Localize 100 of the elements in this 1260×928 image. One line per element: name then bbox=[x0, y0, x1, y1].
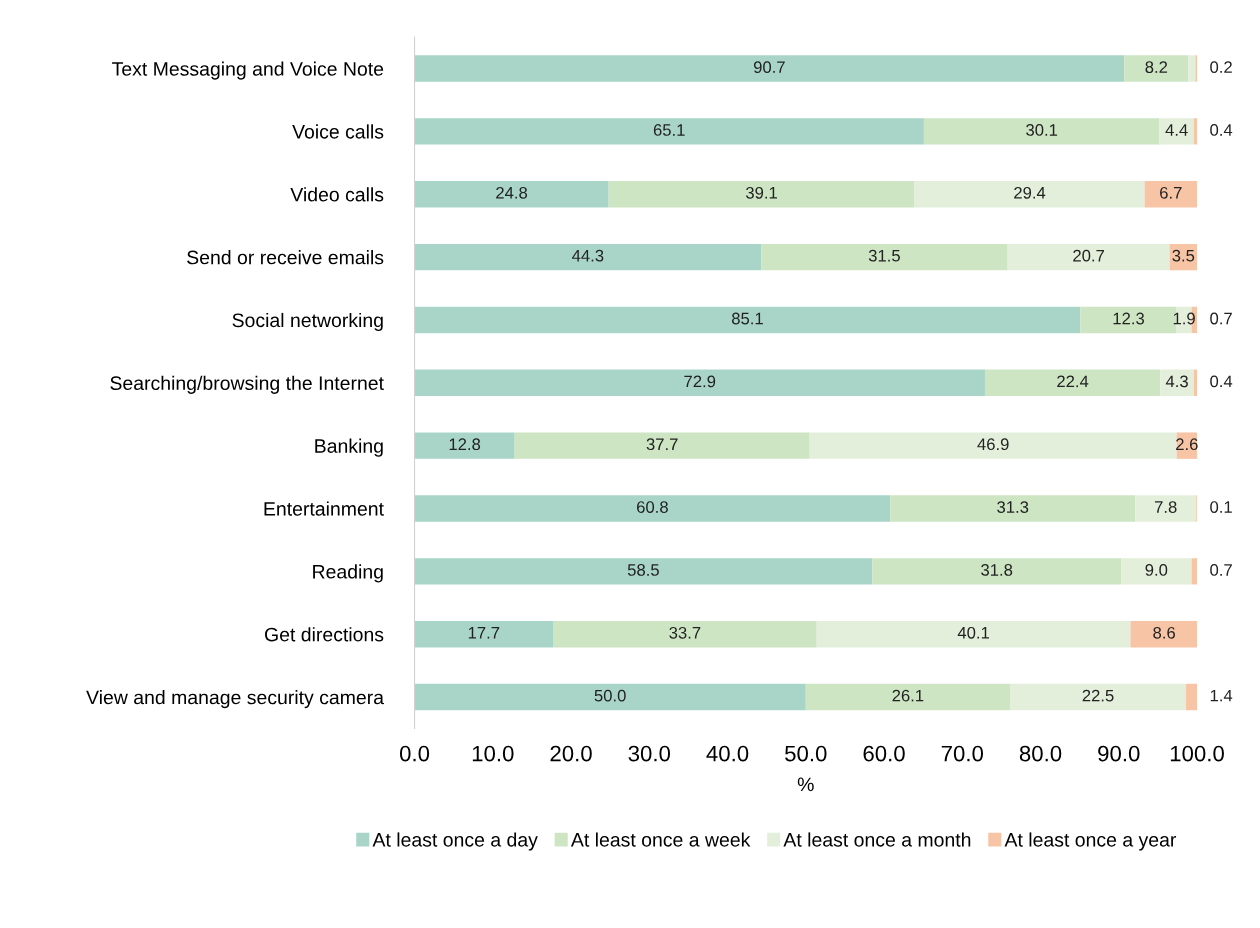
x-tick-label: 30.0 bbox=[628, 745, 671, 762]
data-label: 9.0 bbox=[1145, 564, 1168, 576]
bar bbox=[414, 306, 1081, 334]
data-label: 44.3 bbox=[572, 249, 604, 262]
legend-label: At least once a week bbox=[570, 832, 751, 847]
bar bbox=[514, 432, 810, 459]
bar bbox=[1007, 243, 1170, 271]
data-label: 26.1 bbox=[892, 689, 924, 702]
data-label: 12.8 bbox=[449, 438, 481, 451]
data-label: 12.3 bbox=[1113, 312, 1145, 325]
data-label: 0.7 bbox=[1210, 564, 1232, 576]
data-label: 22.5 bbox=[1082, 689, 1114, 702]
bar bbox=[414, 683, 806, 711]
data-label: 0.2 bbox=[1210, 61, 1232, 74]
data-label: 31.3 bbox=[997, 501, 1029, 513]
data-label: 39.1 bbox=[745, 186, 777, 199]
bar bbox=[608, 181, 915, 208]
bar bbox=[805, 683, 1010, 711]
bar bbox=[414, 181, 609, 208]
data-label: 31.8 bbox=[981, 564, 1013, 576]
bar bbox=[414, 495, 891, 522]
data-label: 20.7 bbox=[1073, 249, 1105, 262]
bar bbox=[914, 181, 1145, 208]
bar bbox=[414, 432, 515, 459]
bar bbox=[414, 55, 1125, 82]
data-label: 0.4 bbox=[1210, 375, 1233, 388]
data-label: 8.2 bbox=[1145, 61, 1168, 74]
bar bbox=[1130, 621, 1197, 648]
data-label: 4.4 bbox=[1165, 124, 1188, 136]
data-label: 40.1 bbox=[957, 626, 990, 639]
x-tick-label: 50.0 bbox=[785, 745, 827, 762]
y-tick-label: Text Messaging and Voice Note bbox=[112, 61, 384, 80]
x-tick-label: 10.0 bbox=[472, 745, 514, 762]
bar bbox=[1135, 495, 1197, 522]
data-label: 2.6 bbox=[1176, 438, 1198, 451]
y-tick-label: Video calls bbox=[290, 187, 384, 202]
bar bbox=[1124, 55, 1189, 82]
y-tick-label: View and manage security camera bbox=[86, 690, 384, 709]
bar bbox=[414, 621, 554, 648]
y-tick-label: Voice calls bbox=[292, 124, 384, 139]
bar bbox=[890, 495, 1136, 522]
data-label: 1.4 bbox=[1210, 689, 1233, 702]
data-label: 7.8 bbox=[1154, 501, 1177, 513]
x-tick-label: 80.0 bbox=[1019, 745, 1062, 762]
bar bbox=[553, 621, 817, 648]
bar bbox=[414, 118, 924, 145]
data-label: 8.6 bbox=[1153, 626, 1175, 639]
data-label: 4.3 bbox=[1165, 375, 1188, 388]
y-tick-label: Entertainment bbox=[264, 501, 384, 516]
y-tick-label: Send or receive emails bbox=[187, 250, 384, 265]
data-label: 0.1 bbox=[1210, 501, 1232, 513]
bar bbox=[414, 369, 985, 396]
bar bbox=[1191, 558, 1197, 585]
data-label: 37.7 bbox=[646, 438, 678, 451]
bar bbox=[1193, 369, 1197, 396]
bar bbox=[816, 621, 1131, 648]
data-label: 58.5 bbox=[627, 564, 659, 576]
y-tick-label: Social networking bbox=[232, 312, 383, 332]
bar bbox=[1160, 369, 1194, 396]
data-label: 72.9 bbox=[684, 375, 716, 388]
bar bbox=[414, 243, 762, 271]
bar bbox=[1159, 118, 1194, 145]
x-tick-label: 40.0 bbox=[706, 745, 749, 762]
bar bbox=[1121, 558, 1192, 585]
legend-label: At least once a year bbox=[1004, 832, 1177, 851]
data-label: 60.8 bbox=[637, 501, 668, 513]
data-label: 29.4 bbox=[1014, 186, 1046, 199]
bar bbox=[1193, 118, 1197, 145]
bar bbox=[1188, 55, 1196, 82]
legend-label: At least once a day bbox=[372, 832, 538, 851]
y-tick-label: Get directions bbox=[265, 627, 384, 642]
bar bbox=[414, 558, 873, 585]
bar bbox=[1144, 181, 1197, 208]
x-tick-label: 20.0 bbox=[550, 745, 592, 762]
x-axis-title: % bbox=[797, 777, 814, 792]
bar bbox=[1186, 683, 1197, 711]
data-label: 50.0 bbox=[594, 689, 626, 702]
y-tick-label: Banking bbox=[315, 438, 383, 457]
bar bbox=[761, 243, 1008, 271]
bar bbox=[1009, 683, 1187, 711]
data-label: 3.5 bbox=[1172, 249, 1195, 262]
data-label: 31.5 bbox=[868, 249, 900, 262]
data-label: 85.1 bbox=[731, 312, 763, 325]
data-label: 30.1 bbox=[1026, 124, 1058, 136]
x-tick-label: 90.0 bbox=[1098, 745, 1140, 762]
x-tick-label: 70.0 bbox=[941, 745, 984, 762]
x-tick-label: 0.0 bbox=[399, 745, 430, 762]
data-label: 24.8 bbox=[496, 186, 528, 199]
bar bbox=[923, 118, 1160, 145]
bar bbox=[872, 558, 1122, 585]
data-label: 6.7 bbox=[1160, 186, 1182, 199]
data-label: 22.4 bbox=[1057, 375, 1089, 388]
data-label: 65.1 bbox=[653, 124, 685, 136]
bar bbox=[984, 369, 1161, 396]
data-label: 33.7 bbox=[669, 626, 701, 639]
data-label: 1.9 bbox=[1173, 312, 1195, 325]
bar bbox=[809, 432, 1177, 459]
legend-label: At least once a month bbox=[783, 832, 971, 847]
data-label: 46.9 bbox=[977, 438, 1009, 451]
x-tick-label: 60.0 bbox=[863, 745, 905, 762]
